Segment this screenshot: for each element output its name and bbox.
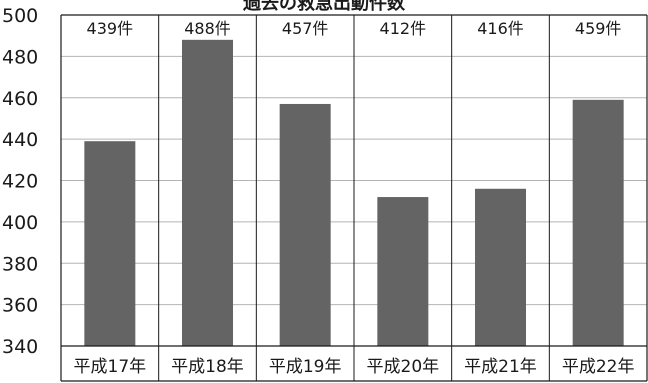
y-tick-label: 400 <box>2 212 38 234</box>
y-tick-label: 420 <box>2 171 38 193</box>
y-tick-label: 500 <box>2 5 38 27</box>
x-tick-label: 平成18年 <box>171 357 244 377</box>
data-label: 488件 <box>184 19 231 38</box>
axes <box>61 15 647 381</box>
bar <box>182 40 233 346</box>
y-tick-label: 480 <box>2 46 38 68</box>
data-label: 416件 <box>477 19 524 38</box>
bar <box>84 141 135 346</box>
x-tick-label: 平成21年 <box>464 357 537 377</box>
data-label: 459件 <box>575 19 622 38</box>
y-tick-label: 380 <box>2 253 38 275</box>
bar <box>475 189 526 346</box>
data-label: 439件 <box>87 19 134 38</box>
data-label: 412件 <box>380 19 427 38</box>
x-tick-label: 平成17年 <box>74 357 147 377</box>
x-tick-label: 平成22年 <box>562 357 635 377</box>
bar <box>280 104 331 346</box>
y-tick-label: 360 <box>2 295 38 317</box>
x-tick-label: 平成20年 <box>367 357 440 377</box>
y-tick-label: 340 <box>2 336 38 358</box>
bar <box>377 197 428 346</box>
y-tick-label: 460 <box>2 88 38 110</box>
x-tick-label: 平成19年 <box>269 357 342 377</box>
bar <box>573 100 624 346</box>
data-label: 457件 <box>282 19 329 38</box>
y-tick-label: 440 <box>2 129 38 151</box>
